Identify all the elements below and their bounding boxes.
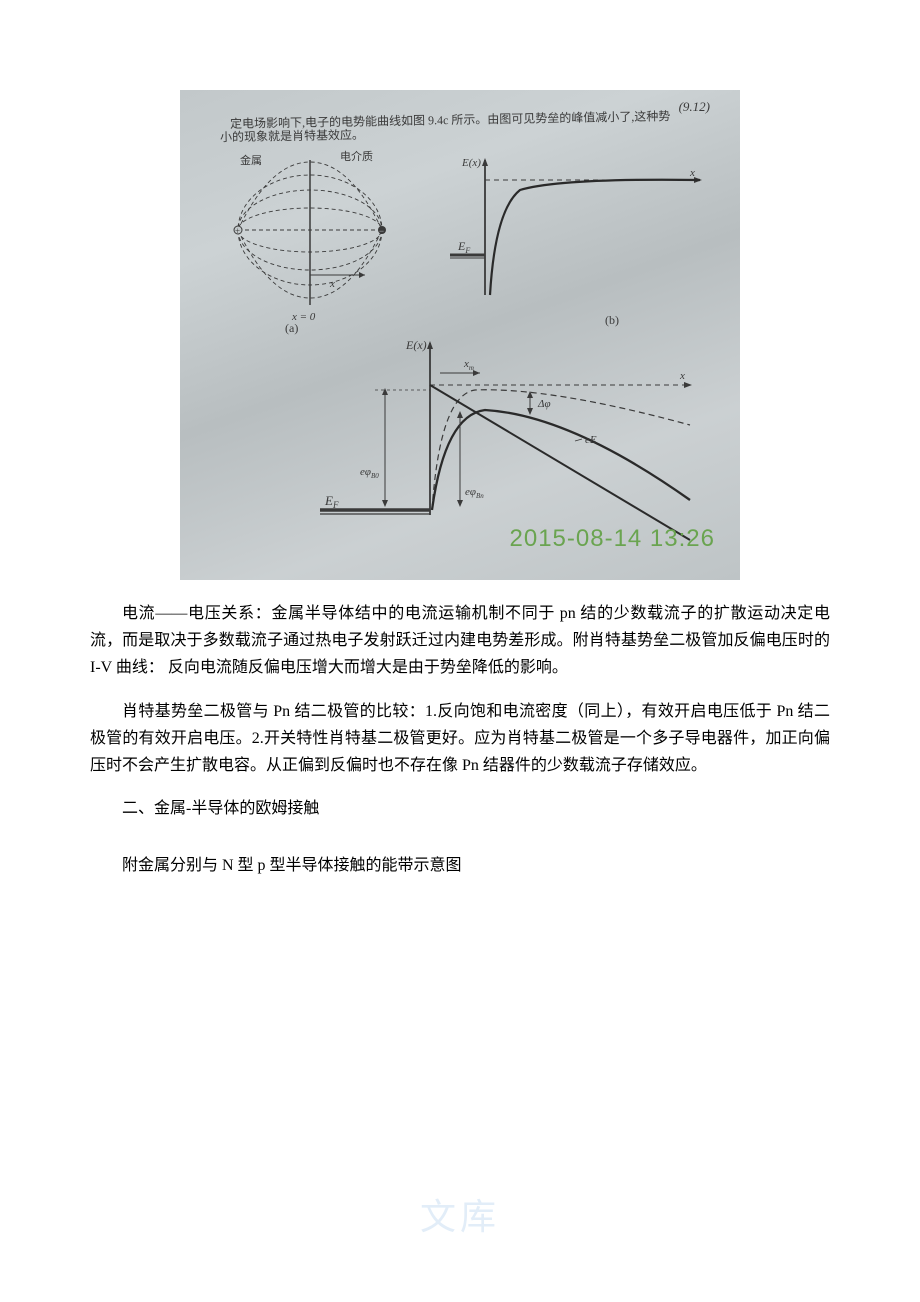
photo-text-line-2: 小的现象就是肖特基效应。 bbox=[220, 125, 364, 148]
svg-text:x: x bbox=[329, 278, 335, 290]
svg-text:x: x bbox=[689, 167, 695, 179]
svg-text:eE: eE bbox=[585, 434, 597, 446]
diagram-b: E(x) x EF bbox=[450, 150, 710, 325]
paragraph-1: 电流——电压关系：金属半导体结中的电流运输机制不同于 pn 结的少数载流子的扩散… bbox=[90, 600, 830, 682]
svg-text:+: + bbox=[235, 226, 240, 236]
textbook-photo: (9.12) 定电场影响下,电子的电势能曲线如图 9.4c 所示。由图可见势垒的… bbox=[180, 90, 740, 580]
paragraph-2: 肖特基势垒二极管与 Pn 结二极管的比较：1.反向饱和电流密度（同上），有效开启… bbox=[90, 698, 830, 780]
sublabel-b: (b) bbox=[605, 310, 619, 330]
svg-text:E(x): E(x) bbox=[405, 338, 427, 352]
svg-text:EF: EF bbox=[457, 239, 470, 255]
svg-text:xm: xm bbox=[463, 358, 474, 372]
diagram-a: + − x x = 0 bbox=[210, 150, 410, 330]
document-page: (9.12) 定电场影响下,电子的电势能曲线如图 9.4c 所示。由图可见势垒的… bbox=[0, 0, 920, 956]
svg-text:eφBn: eφBn bbox=[465, 486, 484, 500]
svg-text:x: x bbox=[679, 370, 685, 382]
svg-text:−: − bbox=[379, 226, 384, 236]
paragraph-4: 附金属分别与 N 型 p 型半导体接触的能带示意图 bbox=[90, 852, 830, 879]
photo-timestamp: 2015-08-14 13:26 bbox=[510, 519, 716, 560]
page-wrapper: (9.12) 定电场影响下,电子的电势能曲线如图 9.4c 所示。由图可见势垒的… bbox=[0, 0, 920, 1302]
svg-text:eφB0: eφB0 bbox=[360, 466, 379, 480]
svg-text:EF: EF bbox=[324, 493, 339, 510]
svg-text:Δφ: Δφ bbox=[537, 398, 551, 410]
equation-number: (9.12) bbox=[679, 96, 710, 118]
paragraph-3: 二、金属-半导体的欧姆接触 bbox=[90, 795, 830, 822]
watermark: 文库 bbox=[420, 1186, 500, 1247]
sublabel-a: (a) bbox=[285, 318, 298, 338]
svg-text:E(x): E(x) bbox=[461, 157, 481, 169]
